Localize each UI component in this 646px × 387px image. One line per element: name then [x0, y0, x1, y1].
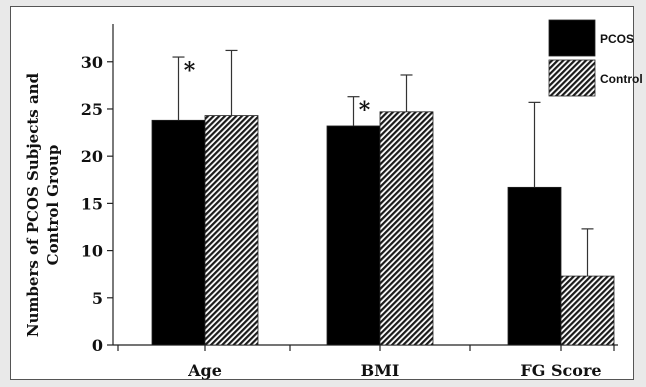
y-axis-title-line-1: Numbers of PCOS Subjects and — [24, 72, 42, 337]
x-tick-label: FG Score — [520, 361, 601, 380]
x-tick-label: Age — [187, 361, 222, 380]
legend-label-pcos: PCOS — [600, 32, 634, 46]
bar-control-bmi — [379, 111, 434, 346]
bar-pcos-age — [151, 119, 206, 346]
bar-pcos-fg-score — [507, 186, 562, 346]
x-tick-label: BMI — [361, 361, 400, 380]
significance-marker: * — [184, 58, 196, 84]
legend-swatch-pcos — [548, 19, 596, 57]
legend-swatch-control — [548, 59, 596, 97]
y-tick-label: 15 — [81, 194, 103, 213]
y-tick-label: 10 — [81, 242, 103, 261]
legend-label-control: Control — [600, 72, 643, 86]
bars: ** — [151, 49, 615, 346]
y-tick-label: 25 — [81, 100, 103, 119]
bar-control-fg-score — [560, 275, 615, 346]
y-tick-label: 30 — [81, 53, 103, 72]
bar-pcos-bmi — [326, 125, 381, 346]
y-axis-title: Numbers of PCOS Subjects and Control Gro… — [24, 72, 62, 337]
y-tick-label: 5 — [92, 289, 103, 308]
legend: PCOS Control — [548, 19, 643, 97]
y-axis-title-line-2: Control Group — [44, 145, 62, 266]
bar-control-age — [204, 115, 259, 346]
significance-marker: * — [359, 98, 371, 124]
y-tick-label: 20 — [81, 147, 103, 166]
y-tick-label: 0 — [92, 336, 103, 355]
